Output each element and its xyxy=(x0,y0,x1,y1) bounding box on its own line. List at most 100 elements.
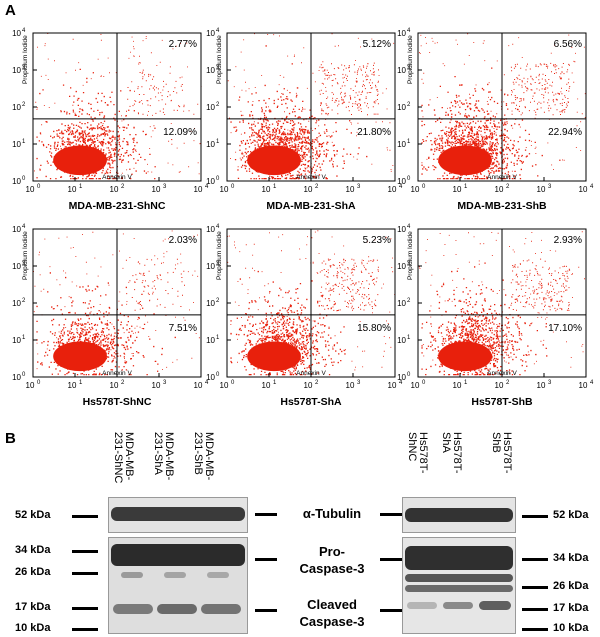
y-tick-label: 10 xyxy=(12,140,21,149)
flow-plot: 2.03% 7.51% Annexin V Propidium Iodide 10 0 10… xyxy=(12,224,209,390)
x-tick-exponent: 4 xyxy=(205,380,209,386)
y-tick-label: 10 xyxy=(397,140,406,149)
plot-caption: MDA-MB-231-ShB xyxy=(457,200,547,212)
band xyxy=(405,508,513,522)
x-tick-exponent: 1 xyxy=(273,184,277,190)
y-tick-exponent: 1 xyxy=(407,139,411,145)
marker-tick xyxy=(72,607,98,610)
y-tick-exponent: 0 xyxy=(216,176,220,182)
y-tick-exponent: 1 xyxy=(216,139,220,145)
x-tick-exponent: 0 xyxy=(37,380,41,386)
y-tick-label: 10 xyxy=(397,103,406,112)
x-tick-label: 10 xyxy=(220,381,229,390)
x-tick-exponent: 0 xyxy=(422,380,426,386)
y-tick-exponent: 4 xyxy=(216,224,220,230)
band xyxy=(111,544,245,566)
y-tick-exponent: 1 xyxy=(216,335,220,341)
y-tick-label: 10 xyxy=(12,336,21,345)
protein-label-tubulin: α-Tubulin xyxy=(302,506,362,521)
upper-right-percent: 5.23% xyxy=(363,235,391,246)
x-tick-label: 10 xyxy=(262,381,271,390)
x-tick-label: 10 xyxy=(304,381,313,390)
marker-tick xyxy=(522,586,548,589)
x-tick-label: 10 xyxy=(579,185,588,194)
x-tick-exponent: 2 xyxy=(506,380,510,386)
marker-tick xyxy=(72,515,98,518)
x-tick-exponent: 3 xyxy=(163,184,167,190)
marker-17kda-right: 17 kDa xyxy=(553,602,589,614)
upper-right-percent: 2.93% xyxy=(554,235,582,246)
x-tick-label: 10 xyxy=(262,185,271,194)
x-tick-label: 10 xyxy=(68,381,77,390)
plot-caption: Hs578T-ShNC xyxy=(82,396,152,408)
marker-10kda-right: 10 kDa xyxy=(553,622,589,634)
x-tick-exponent: 1 xyxy=(464,380,468,386)
y-tick-label: 10 xyxy=(12,29,21,38)
protein-tick xyxy=(380,513,402,516)
x-tick-label: 10 xyxy=(220,185,229,194)
band xyxy=(479,601,511,610)
x-tick-exponent: 0 xyxy=(37,184,41,190)
protein-tick xyxy=(380,609,402,612)
y-tick-exponent: 4 xyxy=(216,28,220,34)
y-tick-exponent: 1 xyxy=(22,139,26,145)
band xyxy=(121,572,143,578)
x-tick-exponent: 2 xyxy=(121,184,125,190)
x-tick-label: 10 xyxy=(495,381,504,390)
lane-label-right: Hs578T- ShA xyxy=(440,432,463,474)
x-tick-exponent: 1 xyxy=(464,184,468,190)
marker-52kda-left: 52 kDa xyxy=(15,509,51,521)
scatter-core xyxy=(247,341,301,372)
y-tick-exponent: 3 xyxy=(22,65,26,71)
x-tick-label: 10 xyxy=(68,185,77,194)
lane-label-left: MDA-MB- 231-ShB xyxy=(192,432,215,481)
x-tick-exponent: 4 xyxy=(399,184,403,190)
y-tick-label: 10 xyxy=(206,299,215,308)
y-tick-label: 10 xyxy=(12,299,21,308)
marker-26kda-left: 26 kDa xyxy=(15,566,51,578)
y-tick-exponent: 0 xyxy=(216,372,220,378)
y-tick-exponent: 3 xyxy=(407,65,411,71)
scatter-core xyxy=(53,145,107,176)
y-tick-label: 10 xyxy=(206,103,215,112)
x-tick-label: 10 xyxy=(453,185,462,194)
x-tick-label: 10 xyxy=(495,185,504,194)
scatter-core xyxy=(438,145,492,176)
x-tick-exponent: 0 xyxy=(422,184,426,190)
y-tick-exponent: 2 xyxy=(216,102,220,108)
y-tick-exponent: 2 xyxy=(407,298,411,304)
panel-a-label: A xyxy=(5,2,16,19)
y-tick-exponent: 2 xyxy=(216,298,220,304)
y-tick-exponent: 4 xyxy=(407,28,411,34)
flow-plot: 5.12% 21.80% Annexin V Propidium Iodide 10 0 1… xyxy=(206,28,403,194)
x-tick-exponent: 1 xyxy=(273,380,277,386)
y-axis-label: Propidium Iodide xyxy=(22,35,29,84)
x-tick-exponent: 4 xyxy=(205,184,209,190)
blot-left-tubulin xyxy=(108,497,248,533)
x-tick-label: 10 xyxy=(346,185,355,194)
lower-right-percent: 17.10% xyxy=(548,323,582,334)
band xyxy=(201,604,241,614)
lower-right-percent: 22.94% xyxy=(548,127,582,138)
scatter-points-path xyxy=(227,33,395,180)
y-tick-exponent: 3 xyxy=(22,261,26,267)
marker-52kda-right: 52 kDa xyxy=(553,509,589,521)
y-tick-exponent: 4 xyxy=(407,224,411,230)
plot-caption: MDA-MB-231-ShA xyxy=(266,200,356,212)
y-tick-exponent: 3 xyxy=(216,261,220,267)
x-tick-exponent: 2 xyxy=(315,184,319,190)
y-axis-label: Propidium Iodide xyxy=(407,231,414,280)
y-tick-exponent: 3 xyxy=(216,65,220,71)
x-tick-exponent: 1 xyxy=(79,380,83,386)
flow-plot: 6.56% 22.94% Annexin V Propidium Iodide 10 0 1… xyxy=(397,28,594,194)
marker-tick xyxy=(72,550,98,553)
y-tick-label: 10 xyxy=(12,373,21,382)
lower-right-percent: 15.80% xyxy=(357,323,391,334)
blot-right-tubulin xyxy=(402,497,516,533)
y-tick-label: 10 xyxy=(12,66,21,75)
y-tick-label: 10 xyxy=(206,140,215,149)
lower-right-percent: 7.51% xyxy=(169,323,197,334)
y-tick-exponent: 0 xyxy=(22,372,26,378)
